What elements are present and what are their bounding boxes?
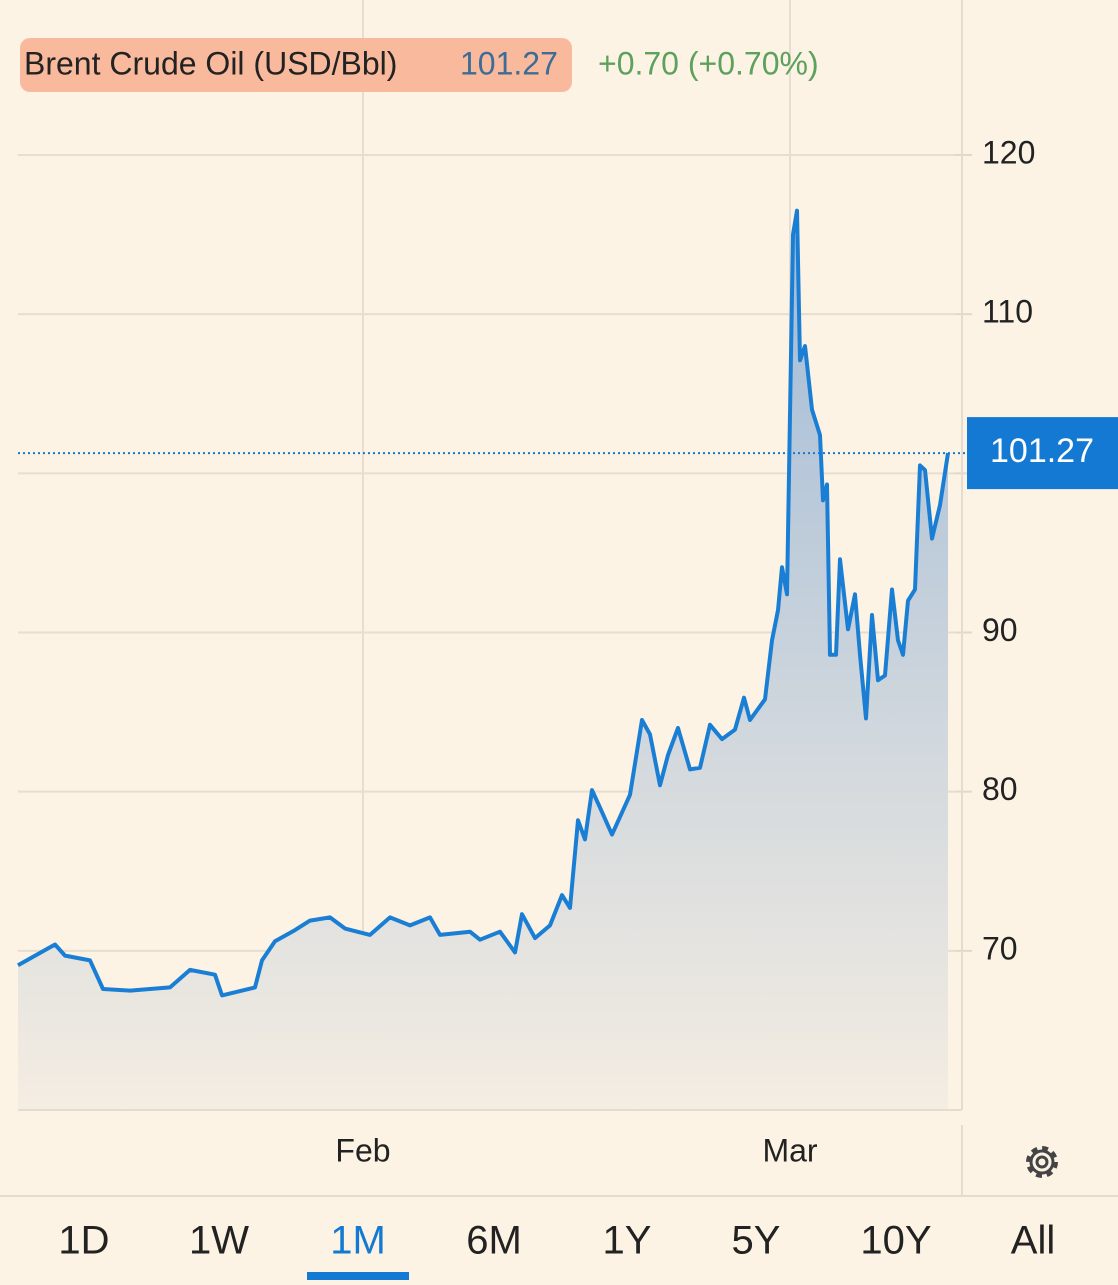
x-tick-label: Feb xyxy=(335,1132,390,1168)
range-bar: 1D 1W 1M 6M 1Y 5Y 10Y All xyxy=(58,1219,1055,1280)
plot xyxy=(17,208,950,1110)
x-tick-label: Mar xyxy=(762,1132,817,1168)
current-price-label: 101.27 xyxy=(990,432,1094,470)
range-button[interactable]: 1W xyxy=(189,1219,249,1263)
selected-indicator xyxy=(307,1272,409,1280)
line xyxy=(17,208,950,998)
price: 101.27 xyxy=(460,45,558,81)
y-tick-label: 120 xyxy=(982,134,1035,170)
range-button[interactable]: 6M xyxy=(466,1219,522,1263)
range-button[interactable]: 1M xyxy=(330,1219,386,1263)
current-price: 101.27 xyxy=(18,417,1118,490)
y-tick-label: 110 xyxy=(982,294,1033,330)
title-chip xyxy=(20,38,572,92)
y-tick-label: 70 xyxy=(982,930,1018,966)
range-button[interactable]: All xyxy=(1011,1219,1055,1263)
range-button[interactable]: 5Y xyxy=(732,1219,781,1263)
chart-title: Brent Crude Oil (USD/Bbl) xyxy=(24,45,397,81)
settings-icon[interactable] xyxy=(1026,1146,1058,1178)
area xyxy=(18,210,948,1110)
range-button[interactable]: 10Y xyxy=(860,1219,931,1263)
change: +0.70 (+0.70%) xyxy=(598,45,819,81)
current-price-box xyxy=(967,417,1118,490)
y-tick-label: 90 xyxy=(982,612,1018,648)
y-tick-label: 80 xyxy=(982,771,1018,807)
range-button[interactable]: 1Y xyxy=(603,1219,652,1263)
range-button[interactable]: 1D xyxy=(58,1219,109,1263)
